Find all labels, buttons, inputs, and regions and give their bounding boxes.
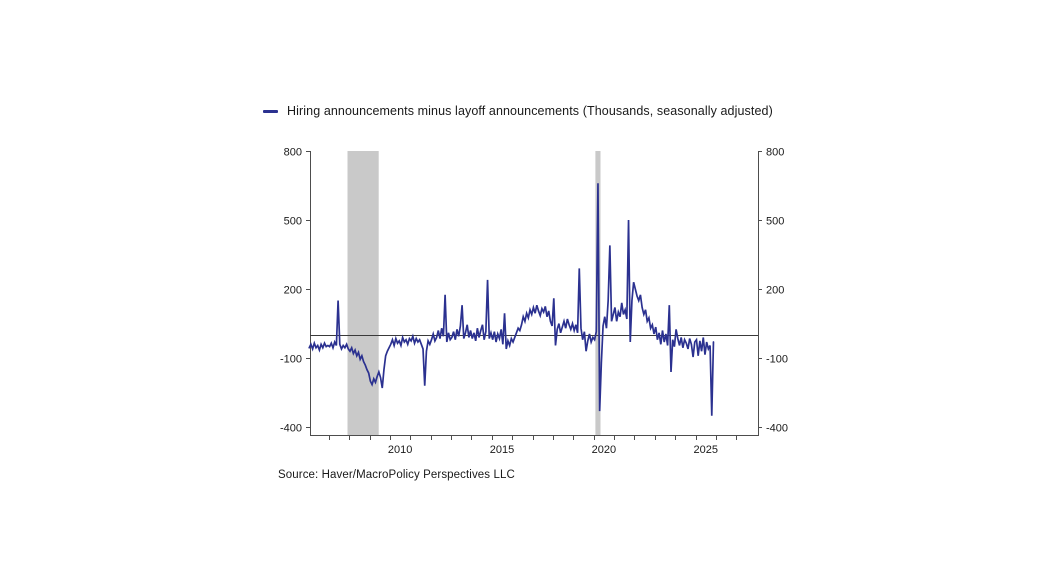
x-tick-label: 2010 xyxy=(388,444,412,456)
source-note: Source: Haver/MacroPolicy Perspectives L… xyxy=(278,469,515,481)
y-tick-label-right: 500 xyxy=(766,216,784,228)
y-tick-label-left: 200 xyxy=(284,285,302,297)
x-tick-label: 2025 xyxy=(694,444,718,456)
y-tick-label-left: -400 xyxy=(280,423,302,435)
chart-legend: Hiring announcements minus layoff announ… xyxy=(263,104,773,118)
legend-label: Hiring announcements minus layoff announ… xyxy=(287,104,773,118)
y-tick-label-right: -400 xyxy=(766,423,788,435)
y-tick-label-right: 800 xyxy=(766,147,784,159)
y-tick-label-left: 800 xyxy=(284,147,302,159)
y-tick-label-left: 500 xyxy=(284,216,302,228)
y-tick-label-left: -100 xyxy=(280,354,302,366)
legend-line-swatch-icon xyxy=(263,110,278,113)
y-tick-label-right: -100 xyxy=(766,354,788,366)
x-tick-label: 2020 xyxy=(592,444,616,456)
recession-band xyxy=(347,151,379,435)
data-line xyxy=(308,183,715,416)
x-tick-label: 2015 xyxy=(490,444,514,456)
y-tick-label-right: 200 xyxy=(766,285,784,297)
